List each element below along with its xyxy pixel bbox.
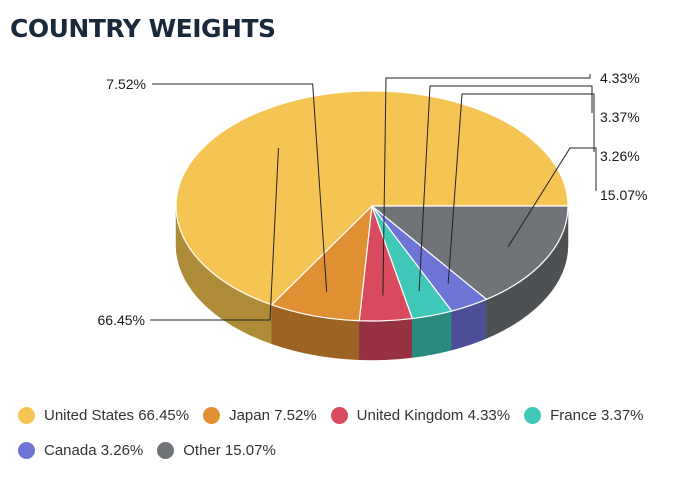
leader-line-other xyxy=(507,147,597,248)
legend-item-japan[interactable]: Japan 7.52% xyxy=(203,407,317,424)
data-label-united-states: 66.45% xyxy=(98,312,145,328)
legend-item-france[interactable]: France 3.37% xyxy=(524,407,644,424)
leader-line-united-states xyxy=(150,147,279,321)
leader-line-canada xyxy=(447,93,595,284)
pie-side-united-kingdom xyxy=(359,318,413,361)
legend-label: Other 15.07% xyxy=(183,442,276,459)
data-label-united-kingdom: 4.33% xyxy=(600,70,640,86)
data-label-layer: 66.45% 7.52% 4.33% 3.37% 3.26% 15.07% xyxy=(98,70,648,328)
leader-line-united-kingdom xyxy=(382,74,591,296)
pie-side-layer xyxy=(175,205,569,361)
legend-swatch xyxy=(18,407,35,424)
data-label-japan: 7.52% xyxy=(106,76,146,92)
pie-slice-united-states[interactable] xyxy=(175,90,569,306)
data-label-other: 15.07% xyxy=(600,187,647,203)
legend-row: United States 66.45% Japan 7.52% United Ki… xyxy=(18,398,698,433)
legend-label: United Kingdom 4.33% xyxy=(356,407,511,424)
legend-label: Canada 3.26% xyxy=(44,442,144,459)
legend-swatch xyxy=(157,442,175,459)
legend-item-united-states[interactable]: United States 66.45% xyxy=(18,407,189,424)
legend-swatch xyxy=(524,407,542,424)
legend-swatch xyxy=(203,407,221,424)
leader-line-france xyxy=(418,85,593,292)
legend-label: United States 66.45% xyxy=(44,407,190,424)
legend-label: France 3.37% xyxy=(550,407,644,424)
legend-row: Canada 3.26% Other 15.07% xyxy=(18,433,698,468)
data-label-france: 3.37% xyxy=(600,109,640,125)
legend-item-united-kingdom[interactable]: United Kingdom 4.33% xyxy=(330,407,511,424)
legend-swatch xyxy=(18,442,35,459)
legend-swatch xyxy=(330,407,348,424)
pie-slice-layer xyxy=(175,90,569,322)
leader-line-japan xyxy=(152,83,328,292)
legend-item-canada[interactable]: Canada 3.26% xyxy=(18,442,143,459)
legend-item-other[interactable]: Other 15.07% xyxy=(157,442,276,459)
data-label-canada: 3.26% xyxy=(600,148,640,164)
legend: United States 66.45% Japan 7.52% United Ki… xyxy=(18,398,698,468)
legend-label: Japan 7.52% xyxy=(229,407,317,424)
chart-title: COUNTRY WEIGHTS xyxy=(10,14,276,43)
pie-chart: 66.45% 7.52% 4.33% 3.37% 3.26% 15.07% xyxy=(98,70,648,361)
